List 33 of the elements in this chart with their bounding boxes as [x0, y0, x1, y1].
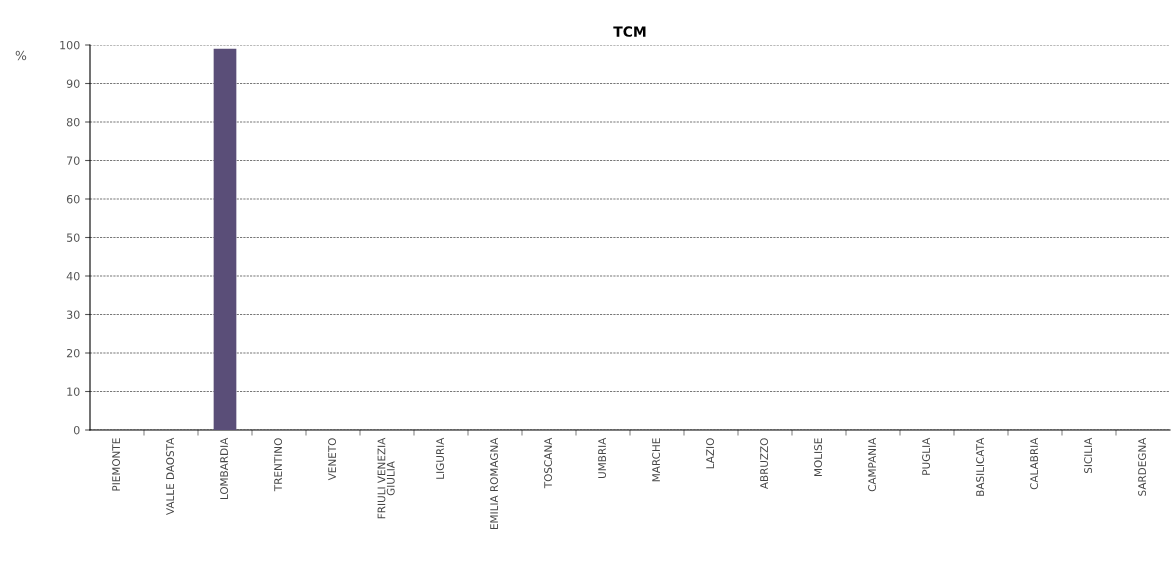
- y-tick-label: 10: [67, 387, 80, 396]
- y-axis-title: %: [15, 50, 27, 61]
- y-tick-label: 40: [66, 271, 80, 281]
- x-tick-label: VENETO: [328, 438, 337, 481]
- chart-title: TCM: [613, 26, 646, 37]
- x-tick-label: FRIULI VENEZIA GIULIA: [377, 437, 395, 519]
- y-tick-label: 20: [66, 348, 80, 358]
- x-tick-label: CALABRIA: [1030, 437, 1039, 490]
- x-tick-label: LAZIO: [706, 438, 715, 469]
- y-tick-label: 100: [60, 40, 80, 50]
- y-tick-label: 90: [66, 79, 80, 88]
- x-tick-label: VALLE DAOSTA: [166, 437, 175, 515]
- y-tick-label: 80: [66, 117, 80, 127]
- x-tick-label: TOSCANA: [544, 437, 553, 489]
- x-tick-label: MOLISE: [814, 438, 823, 476]
- x-tick-label: PUGLIA: [922, 437, 931, 475]
- x-tick-label: TRENTINO: [274, 438, 283, 492]
- x-tick-label: PIEMONTE: [112, 438, 121, 491]
- y-tick-label: 30: [66, 310, 80, 319]
- x-tick-label: MARCHE: [652, 438, 661, 482]
- y-tick-label: 50: [67, 233, 80, 242]
- x-tick-label: EMILIA ROMAGNA: [490, 437, 499, 529]
- y-tick-label: 70: [67, 156, 80, 165]
- x-tick-label: LIGURIA: [436, 437, 445, 479]
- x-tick-label: LOMBARDIA: [220, 437, 229, 500]
- x-tick-label: BASILICATA: [976, 437, 985, 496]
- x-tick-label: UMBRIA: [598, 437, 607, 478]
- x-tick-label: SARDEGNA: [1138, 437, 1147, 496]
- x-tick-label: CAMPANIA: [868, 437, 877, 492]
- x-tick-label: SICILIA: [1084, 437, 1093, 474]
- x-tick-label: ABRUZZO: [760, 438, 769, 490]
- y-tick-label: 60: [66, 194, 80, 204]
- y-tick-label: 0: [73, 425, 80, 435]
